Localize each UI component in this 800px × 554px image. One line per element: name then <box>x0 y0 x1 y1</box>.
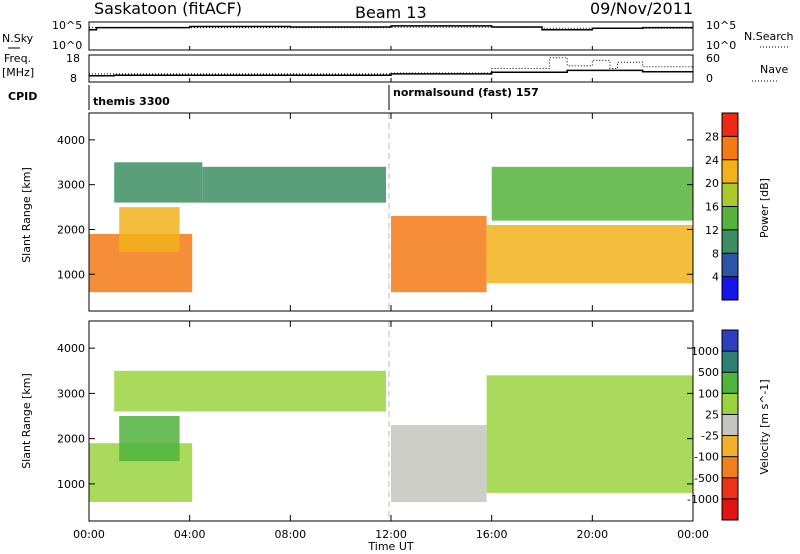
nave-tick-top: 60 <box>706 52 720 65</box>
heatmap-cell-1 <box>119 207 180 252</box>
freq-tick-top: 18 <box>66 52 80 65</box>
heatmap-cell-6 <box>491 166 693 221</box>
power-colorbar-tick-label: 8 <box>712 247 719 260</box>
velocity-colorbar: 1000 500 100 25 -25 -100 -500 -1000 <box>687 329 739 521</box>
colorbar-swatch <box>722 477 738 499</box>
nsky-line <box>89 25 693 31</box>
freq-label: Freq. <box>4 52 31 65</box>
date-title: 09/Nov/2011 <box>590 0 693 18</box>
heatmap-cell-4 <box>486 375 693 493</box>
velocity-colorbar-tick-label: -25 <box>701 430 719 443</box>
velocity-colorbar-label: Velocity [m s^-1] <box>758 379 771 474</box>
power-colorbar-tick-label: 12 <box>705 224 719 237</box>
freq-tick-bottom: 8 <box>70 72 77 85</box>
nsky-label: N.Sky <box>2 32 34 45</box>
colorbar-swatch <box>722 159 738 184</box>
x-tick-label: 20:00 <box>576 528 608 541</box>
colorbar-swatch <box>722 414 738 436</box>
y-tick-label: 2000 <box>57 433 85 446</box>
y-tick-label: 4000 <box>57 134 85 147</box>
cpid-label: CPID <box>8 90 37 103</box>
y-tick-label: 1000 <box>57 268 85 281</box>
y-tick-label: 1000 <box>57 478 85 491</box>
power-colorbar-tick-label: 4 <box>712 271 719 284</box>
power-heatmap-cells <box>89 162 693 293</box>
velocity-colorbar-tick-label: 100 <box>698 387 719 400</box>
x-tick-label: 04:00 <box>174 528 206 541</box>
x-axis-label: Time UT <box>367 540 413 553</box>
x-tick-label: 16:00 <box>476 528 508 541</box>
velocity-heatmap-cells <box>89 370 693 502</box>
nsearch-tick-top: 10^5 <box>706 19 736 32</box>
power-y-ticks: 1000 2000 3000 4000 <box>57 134 693 281</box>
colorbar-swatch <box>722 498 738 520</box>
colorbar-swatch <box>722 372 738 394</box>
velocity-colorbar-tick-label: -1000 <box>687 493 719 506</box>
x-tick-label: 12:00 <box>375 528 407 541</box>
colorbar-swatch <box>722 136 738 160</box>
nsearch-label: N.Search <box>744 30 794 43</box>
cpid-program-2: normalsound (fast) 157 <box>393 86 539 99</box>
colorbar-swatch <box>722 276 738 300</box>
y-tick-label: 2000 <box>57 223 85 236</box>
nsky-tick-top: 10^5 <box>52 19 82 32</box>
heatmap-cell-2 <box>114 162 203 203</box>
colorbar-frame <box>721 329 739 521</box>
power-colorbar-tick-label: 24 <box>705 154 719 167</box>
velocity-colorbar-tick-label: -100 <box>694 451 719 464</box>
freq-unit-label: [MHz] <box>2 66 34 79</box>
freq-panel <box>88 54 694 83</box>
heatmap-cell-2 <box>114 370 386 412</box>
y-tick-label: 3000 <box>57 179 85 192</box>
colorbar-swatch <box>722 330 738 352</box>
colorbar-swatch <box>722 229 738 254</box>
heatmap-cell-1 <box>119 416 180 462</box>
freq-line <box>89 69 693 77</box>
velocity-y-axis-label: Slant Range [km] <box>20 373 33 469</box>
y-tick-label: 4000 <box>57 342 85 355</box>
cpid-program-1: themis 3300 <box>93 95 170 108</box>
velocity-y-ticks: 1000 2000 3000 4000 <box>57 342 693 491</box>
heatmap-cell-5 <box>486 225 693 284</box>
heatmap-cell-3 <box>202 166 386 203</box>
x-tick-label: 00:00 <box>73 528 105 541</box>
nave-line <box>89 57 693 75</box>
colorbar-swatch <box>722 351 738 373</box>
power-colorbar: 4 8 12 16 20 24 28 <box>705 112 739 301</box>
colorbar-swatch <box>722 183 738 207</box>
heatmap-cell-4 <box>391 216 487 293</box>
nsearch-tick-bottom: 10^0 <box>706 39 736 52</box>
velocity-colorbar-tick-label: 500 <box>698 366 719 379</box>
power-colorbar-tick-label: 28 <box>705 130 719 143</box>
nave-label: Nave <box>760 63 788 76</box>
colorbar-swatch <box>722 456 738 478</box>
power-y-axis-label: Slant Range [km] <box>20 167 33 263</box>
beam-title: Beam 13 <box>355 3 427 22</box>
velocity-colorbar-tick-label: 1000 <box>691 345 719 358</box>
power-colorbar-label: Power [dB] <box>758 178 771 238</box>
power-colorbar-tick-label: 16 <box>705 201 719 214</box>
station-title: Saskatoon (fitACF) <box>94 0 242 18</box>
colorbar-swatch <box>722 253 738 277</box>
colorbar-swatch <box>722 206 738 230</box>
nave-tick-bottom: 0 <box>706 72 713 85</box>
power-colorbar-tick-label: 20 <box>705 177 719 190</box>
colorbar-swatch <box>722 393 738 415</box>
velocity-colorbar-tick-label: 25 <box>705 408 719 421</box>
x-tick-label: 08:00 <box>274 528 306 541</box>
x-tick-label: 00:00 <box>677 528 709 541</box>
x-ticks: 00:00 04:00 08:00 12:00 16:00 20:00 00:00 <box>73 46 709 541</box>
nsky-tick-bottom: 10^0 <box>52 39 82 52</box>
colorbar-swatch <box>722 435 738 457</box>
y-tick-label: 3000 <box>57 387 85 400</box>
colorbar-swatch <box>722 113 738 137</box>
velocity-colorbar-tick-label: -500 <box>694 472 719 485</box>
heatmap-cell-3 <box>391 425 487 502</box>
